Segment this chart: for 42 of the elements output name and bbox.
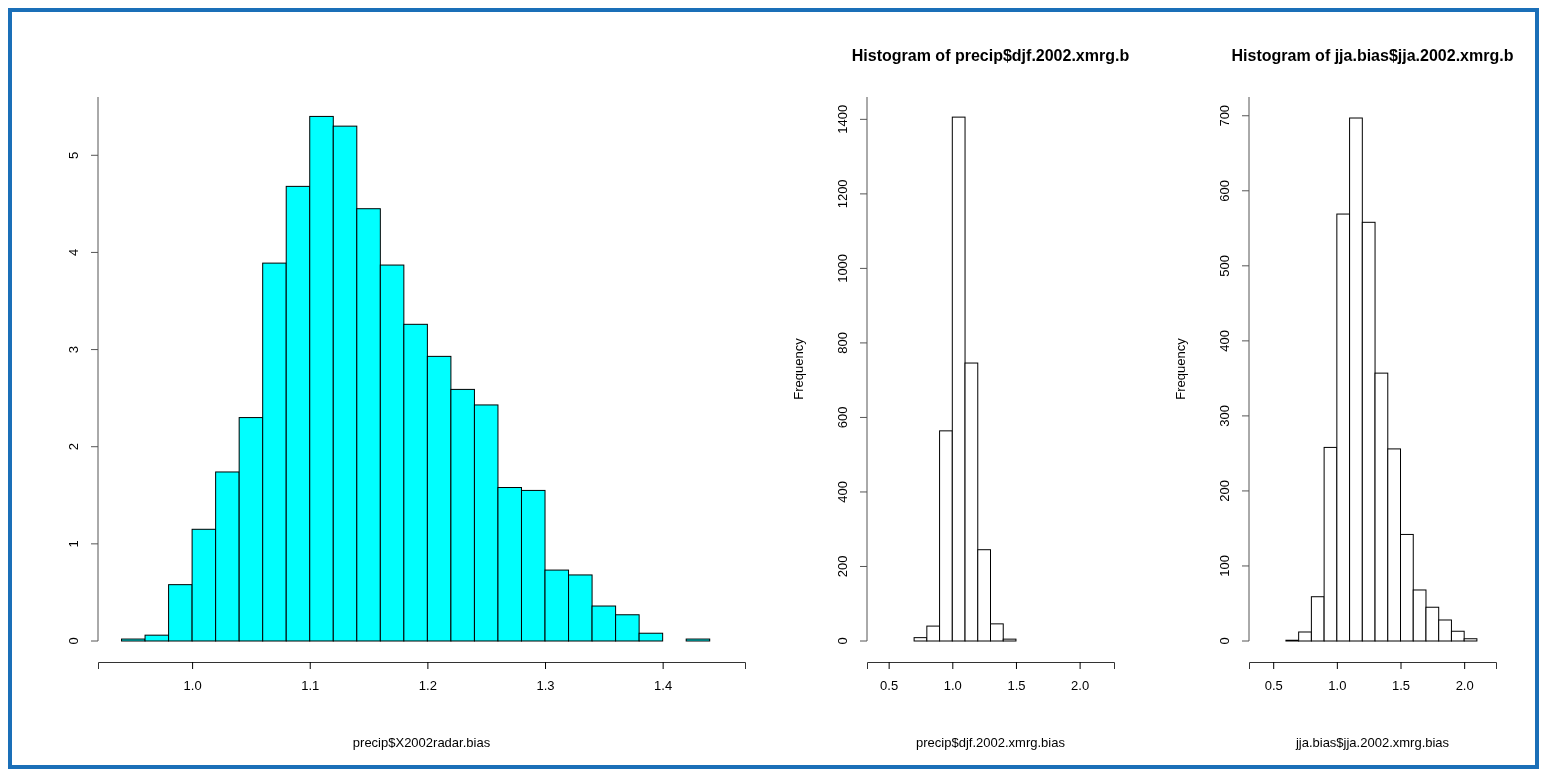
x-axis-title: precip$djf.2002.xmrg.bias [916,735,1066,750]
x-tick-label: 2.0 [1455,678,1474,694]
x-tick-label: 0.5 [1264,678,1283,694]
y-tick-label: 600 [835,406,850,429]
y-tick-label: 0 [835,637,850,645]
chart-title: Histogram of precip$djf.2002.xmrg.b [851,47,1130,64]
y-tick-label: 3 [66,345,81,354]
y-tick-label: 400 [1217,330,1232,352]
y-tick-label: 1000 [835,253,850,283]
y-tick-label: 1400 [835,104,850,134]
x-tick-label: 1.0 [1328,678,1347,694]
x-tick-label: 1.4 [654,678,673,694]
chart-title: Histogram of jja.bias$jja.2002.xmrg.b [1231,47,1514,64]
x-axis-title: precip$X2002radar.bias [352,735,491,750]
x-tick-label: 1.2 [418,678,437,694]
y-tick-label: 700 [1217,104,1232,127]
x-tick-label: 0.5 [880,678,899,694]
x-tick-label: 1.0 [943,678,962,694]
x-axis-title: jja.bias$jja.2002.xmrg.bias [1294,735,1450,750]
y-tick-label: 400 [835,481,850,503]
x-tick-label: 2.0 [1071,678,1090,694]
y-tick-label: 200 [1217,480,1232,502]
y-axis-title: Frequency [791,337,806,400]
x-tick-label: 1.1 [301,678,320,694]
x-tick-label: 1.0 [183,678,202,694]
y-tick-label: 300 [1217,405,1232,427]
x-tick-label: 1.3 [536,678,555,694]
y-tick-label: 1200 [835,179,850,209]
y-tick-label: 1 [66,540,81,548]
y-tick-label: 800 [835,332,850,354]
y-tick-label: 100 [1217,555,1232,577]
y-tick-label: 0 [1217,637,1232,645]
y-tick-label: 4 [66,248,81,257]
y-tick-label: 2 [66,443,81,451]
y-tick-label: 5 [66,151,81,159]
y-tick-label: 200 [835,555,850,578]
y-tick-label: 600 [1217,179,1232,202]
x-tick-label: 1.5 [1391,678,1411,694]
x-tick-label: 1.5 [1007,678,1026,694]
y-tick-label: 500 [1217,254,1232,277]
y-axis-title: Frequency [1173,337,1188,400]
y-tick-label: 0 [66,637,81,645]
